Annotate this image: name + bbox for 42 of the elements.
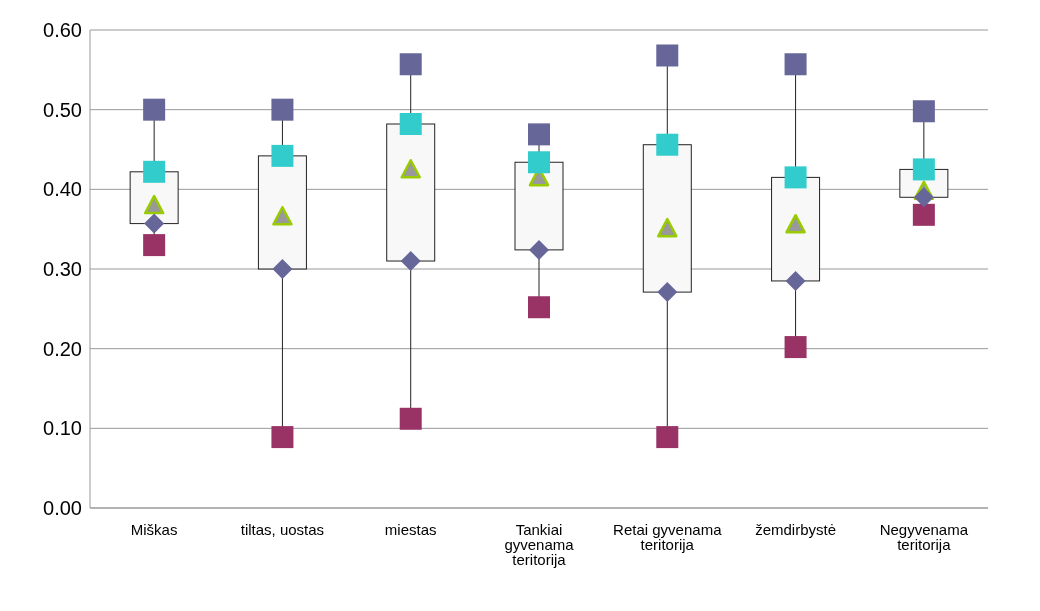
point [143,234,166,257]
point [272,259,293,279]
y-tick-label: 0.10 [43,417,82,440]
y-tick-label: 0.00 [43,497,82,520]
y-tick-label: 0.30 [43,258,82,281]
point [656,44,679,67]
point [143,160,166,183]
x-tick-label: tiltas, uostas [240,520,325,538]
x-tick-label: žemdirbystė [755,520,836,538]
point [784,166,807,189]
point [144,213,165,234]
point [657,282,678,303]
point [912,203,935,226]
point [528,151,550,174]
y-tick-label: 0.40 [43,178,82,201]
point [656,426,679,449]
point [399,407,422,430]
point [784,53,807,76]
point [143,98,166,121]
x-tick-label: miestas [384,520,437,538]
point [656,133,679,156]
point [913,187,934,208]
x-tick-label: Negyvenama teritorija [879,520,969,553]
x-tick-label: Tankiai gyvenama teritorija [504,520,575,568]
point [785,270,806,291]
point [271,426,294,449]
y-tick-label: 0.50 [43,98,82,121]
point [912,158,935,181]
point [912,100,935,123]
x-tick-label: Retai gyvenama teritorija [613,520,723,553]
point [784,336,807,359]
point [271,144,294,167]
point [529,239,549,260]
point [271,98,294,121]
point [400,251,421,272]
point [528,296,550,319]
point [528,123,550,146]
y-tick-label: 0.20 [43,337,82,360]
point [399,113,422,136]
point [399,53,422,76]
x-tick-label: Miškas [130,520,178,538]
y-tick-label: 0.60 [43,19,82,42]
